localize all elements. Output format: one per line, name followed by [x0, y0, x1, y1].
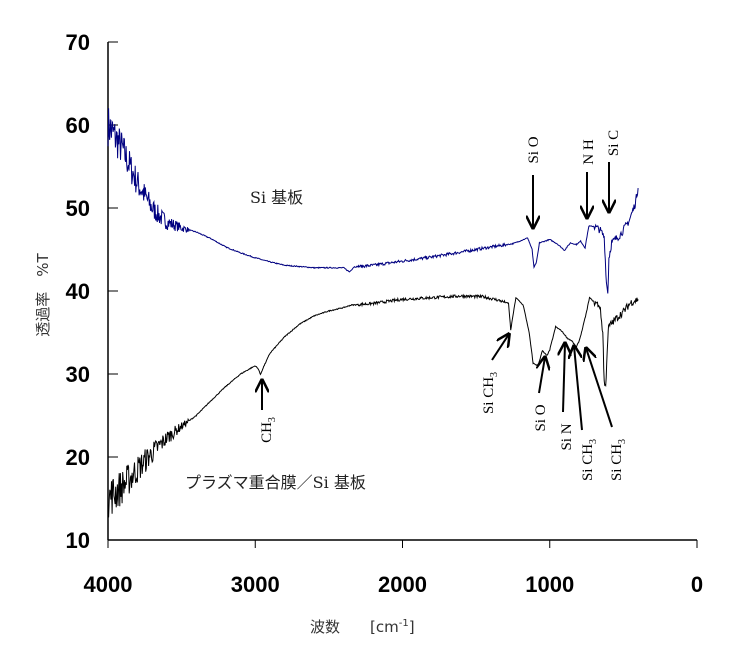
peak-label: Si CH3	[580, 439, 599, 481]
y-tick-label: 10	[66, 528, 90, 553]
y-tick-label: 40	[66, 279, 90, 304]
peak-label-text: Si CH	[609, 444, 625, 481]
peak-label: CH3	[259, 417, 278, 443]
peak-label: Si O	[526, 136, 542, 163]
x-tick-label: 1000	[525, 572, 574, 597]
peak-annotation: Si N	[559, 343, 575, 451]
series-line-si-substrate	[107, 108, 639, 294]
series-label-si-substrate: Si 基板	[250, 188, 303, 207]
peak-label-text: N H	[581, 139, 597, 165]
y-tick-label: 70	[66, 30, 90, 55]
peak-annotation: Si CH3	[481, 334, 509, 414]
series-line-plasma-film	[107, 293, 639, 518]
y-tick-label: 50	[66, 196, 90, 221]
x-axis-label: 波数 [cm-1]	[310, 618, 415, 636]
x-tick-label: 0	[691, 572, 703, 597]
peak-annotation: Si O	[526, 136, 542, 228]
peak-label-text: CH	[259, 422, 275, 443]
arrow-icon	[586, 348, 613, 428]
series-group	[107, 108, 639, 518]
peak-label: Si N	[559, 423, 575, 450]
arrow-icon	[491, 334, 509, 361]
y-tick-label: 20	[66, 445, 90, 470]
peak-label: Si C	[606, 130, 622, 156]
peak-annotation: CH3	[259, 380, 278, 443]
x-axis-label-sup: -1	[399, 618, 409, 629]
peak-label: N H	[581, 139, 597, 165]
arrow-icon	[574, 346, 583, 431]
arrow-icon	[539, 357, 545, 394]
arrow-icon	[563, 343, 565, 413]
peak-label-subscript: 3	[588, 439, 599, 444]
x-axis-label-main: 波数 [cm	[310, 618, 399, 636]
y-tick-label: 60	[66, 113, 90, 138]
peak-label-subscript: 3	[267, 417, 278, 422]
peak-label-text: Si O	[533, 404, 549, 431]
peak-label: Si O	[533, 404, 549, 431]
peak-annotation: Si O	[533, 357, 549, 432]
y-tick-label: 30	[66, 362, 90, 387]
x-tick-label: 4000	[84, 572, 133, 597]
peak-annotation: Si CH3	[586, 348, 628, 481]
peak-label-subscript: 3	[489, 372, 500, 377]
peak-label: Si CH3	[609, 439, 628, 481]
peak-label-text: Si CH	[481, 377, 497, 414]
x-tick-label: 2000	[378, 572, 427, 597]
peak-annotation: N H	[581, 139, 597, 218]
peak-label-text: Si CH	[580, 444, 596, 481]
x-axis-label-end: ]	[409, 618, 415, 636]
peak-label-subscript: 3	[617, 439, 628, 444]
y-axis-label: 透過率 %T	[34, 252, 52, 336]
axes: 10 20 30 40 50 60 70 4000 3000 2000 1000 0	[66, 30, 704, 597]
peak-annotation: Si CH3	[574, 346, 599, 481]
x-tick-label: 3000	[231, 572, 280, 597]
peak-annotation: Si C	[606, 130, 622, 212]
peak-label: Si CH3	[481, 372, 500, 414]
peak-label-text: Si C	[606, 130, 622, 156]
peak-label-text: Si N	[559, 423, 575, 450]
peak-label-text: Si O	[526, 136, 542, 163]
series-label-plasma-film: プラズマ重合膜／Si 基板	[185, 473, 366, 492]
